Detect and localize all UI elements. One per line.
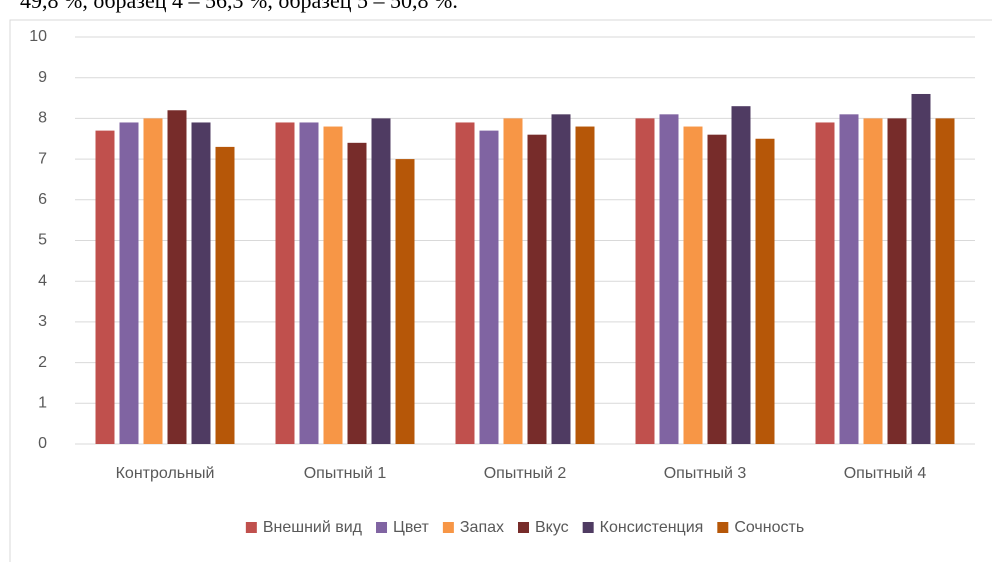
bar [275, 122, 295, 444]
bar [659, 114, 679, 444]
y-tick-label: 9 [38, 69, 47, 86]
bar [455, 122, 475, 444]
legend-label: Запах [460, 519, 504, 536]
x-tick-label: Опытный 2 [484, 465, 567, 482]
bar [863, 118, 883, 445]
bar [191, 122, 211, 444]
bar [95, 130, 115, 445]
bar [731, 106, 751, 444]
bar [395, 159, 415, 444]
bar [911, 93, 931, 444]
x-tick-label: Опытный 1 [304, 465, 387, 482]
bar [167, 110, 187, 444]
legend-label: Консистенция [600, 519, 704, 536]
legend-label: Цвет [393, 519, 430, 536]
bar [887, 118, 907, 445]
bar [707, 134, 727, 444]
bar [815, 122, 835, 444]
legend-swatch [717, 522, 729, 533]
y-tick-label: 6 [38, 191, 47, 208]
annotation: 49,8 %, образец 4 – 56,3 %, образец 5 – … [20, 0, 458, 13]
bar [839, 114, 859, 444]
x-tick-label: Контрольный [116, 465, 215, 482]
y-tick-label: 0 [38, 435, 47, 452]
bar [575, 126, 595, 444]
y-tick-label: 4 [38, 272, 47, 289]
bar [143, 118, 163, 445]
legend-label: Сочность [734, 519, 804, 536]
chart-frame [9, 19, 992, 562]
legend-label: Вкус [535, 519, 569, 536]
bar [299, 122, 319, 444]
bar [503, 118, 523, 445]
bar [371, 118, 391, 445]
x-tick-label: Опытный 4 [844, 465, 927, 482]
legend-swatch [518, 522, 529, 533]
bar [551, 114, 571, 444]
y-tick-label: 8 [38, 110, 47, 127]
y-tick-label: 3 [38, 313, 47, 330]
y-tick-label: 7 [38, 150, 47, 167]
bar [479, 130, 499, 445]
bar [119, 122, 139, 444]
x-tick-label: Опытный 3 [664, 465, 747, 482]
y-tick-label: 10 [29, 28, 47, 45]
legend-swatch [582, 522, 594, 533]
legend-swatch [442, 522, 454, 533]
y-tick-label: 2 [38, 354, 47, 371]
y-tick-label: 5 [38, 232, 47, 249]
legend-swatch [376, 522, 388, 533]
bar [635, 118, 655, 445]
bar [347, 142, 367, 444]
legend-swatch [245, 522, 257, 533]
bar [527, 134, 547, 444]
bar [215, 146, 235, 444]
bar [935, 118, 955, 445]
bar [755, 138, 775, 444]
y-tick-label: 1 [38, 395, 47, 412]
legend-label: Внешний вид [263, 519, 363, 536]
bar [683, 126, 703, 444]
bar [323, 126, 343, 444]
